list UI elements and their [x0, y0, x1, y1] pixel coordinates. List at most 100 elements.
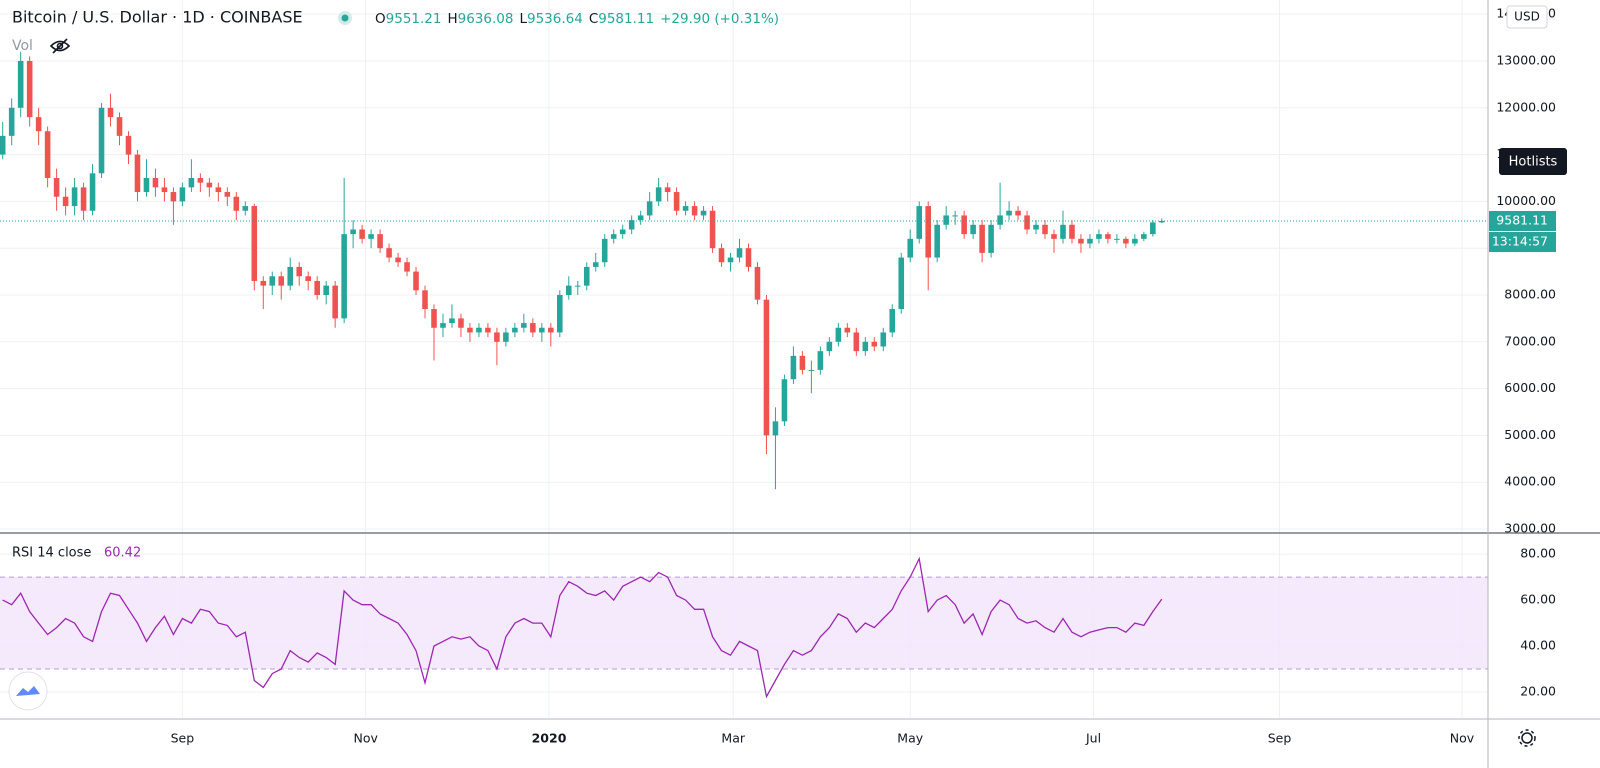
candle-body — [997, 215, 1003, 225]
candle — [161, 177, 168, 202]
candle — [862, 337, 869, 356]
candle — [152, 168, 159, 197]
y-tick-label: 3000.00 — [1504, 521, 1556, 536]
candle-body — [682, 206, 689, 211]
last-price-label: 9581.11 — [1496, 212, 1548, 227]
hide-icon[interactable] — [49, 38, 71, 54]
candle-body — [485, 327, 491, 333]
hotlists-button[interactable] — [1499, 148, 1567, 175]
candle-body — [305, 276, 311, 281]
candle — [664, 182, 671, 202]
logo-button[interactable] — [8, 671, 48, 711]
x-tick-label: Jul — [1085, 731, 1101, 746]
candle — [979, 220, 985, 263]
candle-body — [970, 224, 976, 235]
candle-body — [278, 276, 285, 286]
y-tick-label: 40.00 — [1520, 638, 1556, 653]
candle-body — [341, 234, 347, 319]
currency-box[interactable] — [1506, 5, 1548, 29]
candle — [727, 252, 734, 272]
candle — [377, 229, 383, 253]
candle — [817, 346, 824, 375]
candle — [772, 407, 779, 490]
candle — [718, 243, 725, 267]
low-label: L — [519, 11, 527, 27]
candle-body — [925, 206, 931, 258]
candle-body — [296, 266, 303, 277]
hotlists-label: Hotlists — [1509, 155, 1558, 170]
candle — [655, 177, 662, 207]
candle — [1078, 234, 1084, 253]
candle-body — [826, 341, 833, 352]
candle — [628, 215, 635, 235]
candle-body — [1078, 238, 1084, 244]
candle — [476, 323, 482, 338]
candle-body — [763, 299, 770, 436]
candle — [889, 304, 896, 338]
candle-body — [664, 187, 671, 193]
candle — [565, 276, 572, 300]
close-value: 9581.11 — [598, 11, 654, 27]
candle — [952, 210, 958, 225]
candle-body — [646, 201, 653, 216]
settings-icon[interactable] — [1518, 729, 1536, 747]
candle — [925, 201, 931, 291]
currency: USD — [1514, 10, 1540, 24]
candle-body — [224, 192, 231, 197]
candle — [485, 323, 491, 338]
candle-body — [799, 355, 806, 370]
candle-body — [673, 192, 680, 211]
candle-body — [152, 177, 159, 188]
candle-body — [197, 177, 204, 183]
countdown-tag — [1489, 231, 1556, 252]
candle — [1105, 231, 1111, 244]
candle-body — [853, 332, 860, 352]
candle — [592, 252, 599, 272]
candle-body — [107, 107, 114, 118]
candle-body — [98, 107, 105, 174]
candle-body — [143, 177, 150, 193]
candle — [601, 234, 608, 267]
candle — [997, 182, 1003, 230]
x-tick-label: Sep — [1268, 731, 1292, 746]
candle — [1150, 220, 1156, 237]
y-tick-label: 80.00 — [1520, 546, 1556, 561]
candle — [62, 187, 69, 216]
rsi-band — [0, 577, 1488, 670]
open-value: 9551.21 — [386, 11, 442, 27]
candle — [763, 294, 770, 455]
volume-label[interactable]: Vol — [12, 38, 33, 54]
y-tick-label: 6000.00 — [1504, 380, 1556, 395]
candle-body — [754, 266, 761, 300]
candle — [503, 327, 509, 347]
candle-body — [1060, 224, 1066, 239]
candle-body — [314, 280, 320, 295]
candle — [736, 238, 743, 263]
candle-body — [619, 229, 626, 235]
candle — [799, 351, 806, 375]
candle — [80, 182, 87, 221]
candle-body — [1114, 238, 1120, 240]
candle — [449, 304, 455, 328]
candle — [269, 271, 276, 295]
candle-body — [548, 327, 554, 333]
candle-body — [413, 271, 419, 291]
candle-body — [961, 215, 967, 235]
candle — [1051, 229, 1057, 253]
candle-body — [503, 332, 509, 342]
candle — [548, 323, 554, 347]
candle — [709, 206, 716, 253]
candle-body — [862, 341, 869, 352]
candle-body — [359, 229, 365, 239]
gear-teeth — [1518, 729, 1536, 747]
candle-body — [170, 192, 177, 202]
candle-body — [1087, 238, 1093, 244]
candle — [350, 220, 356, 249]
candle — [826, 337, 833, 356]
candle-body — [557, 294, 563, 333]
candle-body — [1051, 234, 1057, 239]
candle-body — [709, 210, 716, 249]
candle — [98, 103, 105, 178]
candle — [574, 280, 581, 295]
